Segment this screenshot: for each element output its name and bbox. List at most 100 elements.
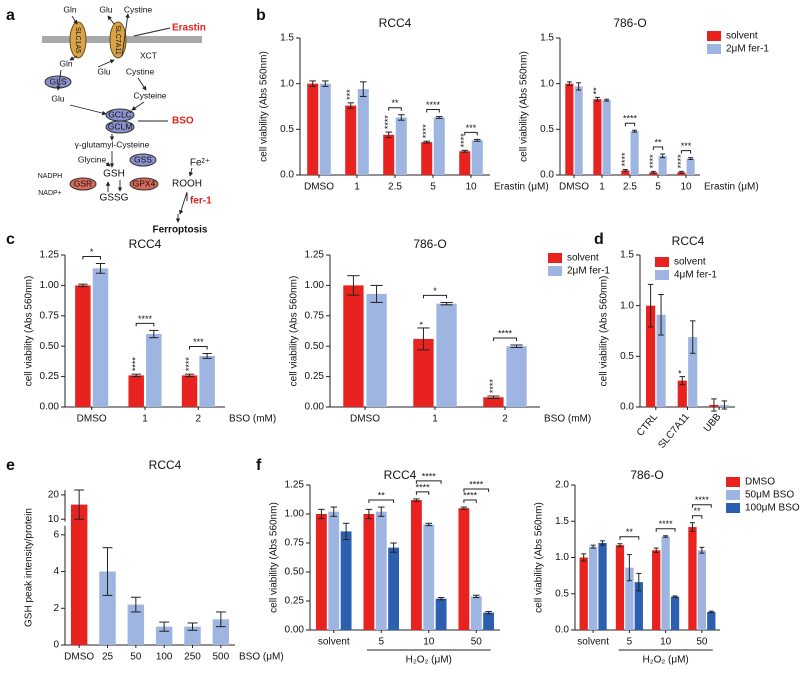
y-tick-label: 2.0 (555, 480, 569, 491)
comparison-label: **** (498, 328, 513, 338)
comparison-bracket (463, 488, 490, 493)
legend-swatch (655, 270, 669, 280)
y-tick-label: 0.0 (280, 170, 294, 181)
panel-label: c (6, 231, 15, 248)
significance: * (418, 321, 428, 325)
comparison-label: ** (378, 490, 386, 500)
y-tick-label: 0.5 (280, 124, 294, 135)
y-axis-label: cell viability (Abs 560nm) (269, 502, 280, 613)
y-tick-label: 0.25 (305, 371, 325, 382)
chart-title: RCC4 (129, 237, 162, 251)
y-tick-label: 0.5 (620, 351, 634, 362)
node: NADP+ (38, 190, 62, 197)
y-tick-label: 1.00 (40, 280, 60, 291)
comparison-bracket (415, 480, 442, 484)
node: Ferroptosis (152, 225, 207, 236)
y-tick-label: 1.0 (555, 552, 569, 563)
legend-label: DMSO (745, 477, 775, 488)
x-tick-label: 2.5 (623, 182, 637, 193)
panel-label: e (6, 457, 15, 474)
y-axis-label: cell viability (Abs 560nm) (24, 276, 35, 387)
legend-label: solvent (567, 253, 599, 264)
inhibition (133, 27, 171, 37)
comparison-bracket (464, 131, 478, 136)
comparison-bracket (619, 536, 640, 540)
enzyme (129, 153, 157, 167)
x-tick-label: DMSO (77, 414, 107, 425)
significance: ** (592, 87, 602, 95)
bar (363, 514, 375, 630)
comparison-label: ** (694, 506, 702, 516)
arrow (56, 69, 62, 91)
significance: *** (345, 89, 355, 100)
bar (579, 557, 588, 630)
comparison-bracket (82, 256, 101, 260)
legend-label: 100μM BSO (745, 503, 800, 514)
node: Cystine (126, 66, 155, 76)
x-axis-label: BSO (mM) (544, 414, 591, 425)
bar (435, 598, 447, 630)
y-tick-label: 1.0 (280, 78, 294, 89)
comparison-bracket (652, 146, 664, 150)
comparison-label: ** (391, 98, 399, 108)
bar (652, 550, 661, 630)
bar (656, 314, 666, 407)
legend-label: solvent (726, 31, 758, 42)
y-tick-label: 0.0 (620, 402, 634, 413)
x-tick-label: solvent (318, 637, 350, 648)
bar (615, 545, 625, 630)
bar (658, 155, 667, 175)
y-tick-label: 0.0 (555, 625, 569, 636)
x-tick-label: CTRL (635, 411, 660, 438)
bar (686, 158, 695, 175)
enzyme (69, 177, 97, 191)
x-tick-label: SLC7A11 (656, 411, 692, 451)
x-tick-label: 2.5 (388, 182, 402, 193)
node: Glu (97, 66, 111, 76)
node: Cysteine (133, 90, 166, 100)
comparison-label: **** (463, 490, 478, 500)
legend-label: solvent (674, 257, 706, 268)
significance: **** (648, 154, 658, 169)
bar (343, 285, 364, 407)
x-tick-label: 10 (660, 637, 672, 648)
comparison-bracket (388, 107, 402, 111)
bar (128, 375, 144, 407)
bar (697, 550, 707, 630)
node: GCLC (108, 109, 132, 119)
y-tick-label: 10 (48, 514, 60, 525)
node: GSSG (100, 193, 129, 204)
comparison-bracket (463, 499, 477, 504)
bar (677, 380, 687, 407)
y-tick-label: 0.00 (40, 402, 60, 413)
pathway-diagram: Gln SLC1A5 Glu Cystine SLC7A11 XCT Erast… (38, 4, 212, 235)
chart-title: RCC4 (149, 458, 182, 472)
node: GPX4 (133, 178, 156, 188)
arrow (69, 104, 107, 116)
x-tick-label: 1 (142, 414, 148, 425)
bar (621, 170, 630, 175)
bar (423, 524, 435, 630)
bar (366, 293, 387, 407)
y-axis-label: GSH peak intensity/protein (24, 508, 35, 627)
x-tick-label: solvent (577, 637, 609, 648)
node: GSR (74, 178, 92, 188)
bar (421, 142, 433, 175)
legend-label: 50μM BSO (745, 490, 794, 501)
bar (181, 375, 198, 407)
x-tick-label: 50 (130, 652, 142, 663)
comparison-bracket (655, 528, 676, 532)
node: NADPH (38, 173, 63, 180)
bar (688, 337, 698, 407)
bar (459, 151, 471, 175)
bar (436, 303, 457, 407)
comparison-bracket (422, 294, 448, 299)
bar (99, 571, 116, 645)
bar (593, 99, 602, 175)
significance: **** (184, 357, 194, 372)
node: fer-1 (190, 196, 212, 207)
x-tick-label: 5 (655, 182, 661, 193)
bar (661, 536, 670, 630)
bar (433, 117, 445, 175)
bar (340, 531, 352, 630)
